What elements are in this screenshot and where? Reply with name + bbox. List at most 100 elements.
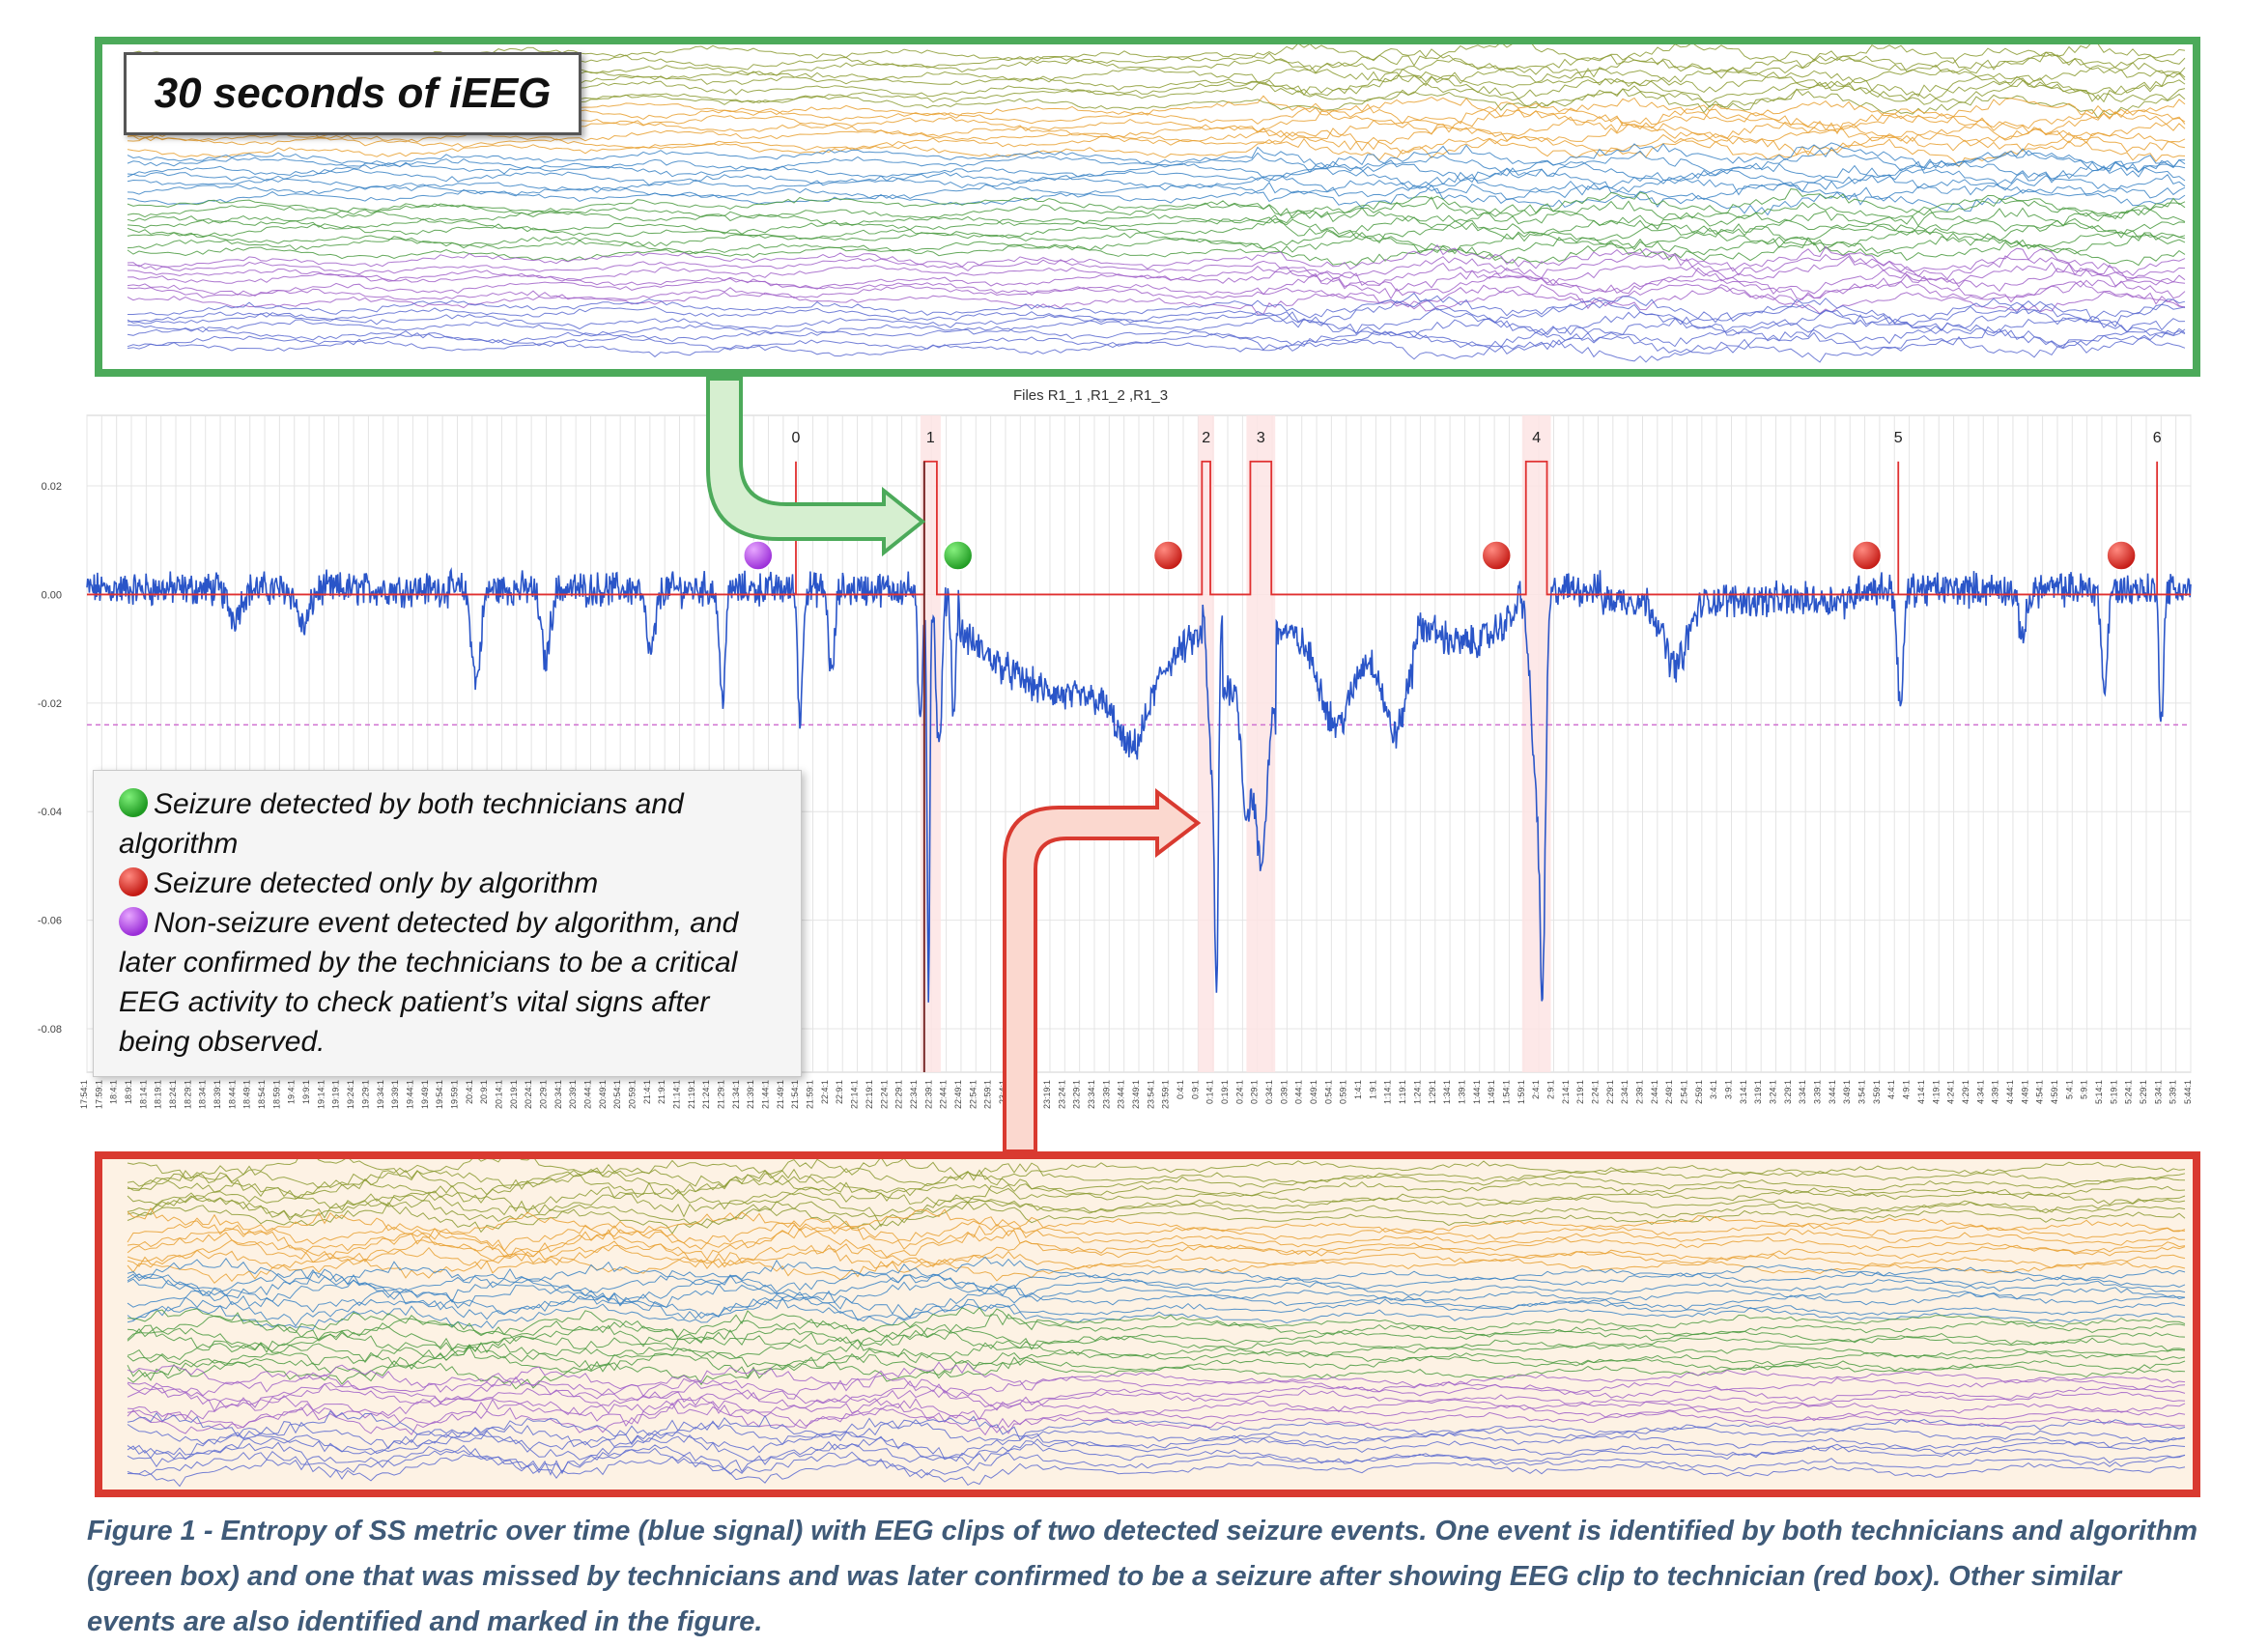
x-tick-label: 20:14:1 (494, 1080, 503, 1109)
x-tick-label: 20:34:1 (553, 1080, 563, 1109)
x-tick-label: 20:19:1 (509, 1080, 519, 1109)
x-tick-label: 2:9:1 (1545, 1080, 1555, 1099)
x-tick-label: 19:4:1 (287, 1080, 297, 1104)
eeg-trace (127, 264, 2186, 296)
x-tick-label: 23:54:1 (1146, 1080, 1155, 1109)
x-tick-label: 21:29:1 (717, 1080, 726, 1109)
x-tick-label: 19:9:1 (301, 1080, 311, 1104)
event-label: 6 (2153, 430, 2162, 446)
x-tick-label: 22:39:1 (923, 1080, 933, 1109)
figure-caption: Figure 1 - Entropy of SS metric over tim… (87, 1516, 2198, 1637)
marker-red-dot (1152, 540, 1184, 571)
eeg-trace (127, 1332, 2186, 1366)
legend: Seizure detected by both technicians and… (93, 770, 802, 1077)
y-tick-label: -0.08 (38, 1024, 62, 1036)
marker-red-dot (1851, 540, 1883, 571)
x-tick-label: 3:34:1 (1798, 1080, 1807, 1104)
x-tick-label: 20:49:1 (598, 1080, 608, 1109)
x-tick-label: 17:54:1 (79, 1080, 89, 1109)
x-tick-label: 23:19:1 (1042, 1080, 1052, 1109)
x-tick-label: 1:34:1 (1442, 1080, 1452, 1104)
x-tick-label: 4:54:1 (2035, 1080, 2045, 1104)
x-tick-label: 21:44:1 (761, 1080, 771, 1109)
x-tick-label: 4:34:1 (1975, 1080, 1985, 1104)
x-tick-label: 0:14:1 (1205, 1080, 1215, 1104)
x-tick-label: 22:34:1 (909, 1080, 919, 1109)
x-tick-label: 18:9:1 (124, 1080, 133, 1104)
eeg-trace (128, 292, 2186, 324)
chart-title: Files R1_1 ,R1_2 ,R1_3 (1013, 387, 1168, 404)
x-tick-label: 1:54:1 (1501, 1080, 1511, 1104)
x-tick-label: 3:44:1 (1828, 1080, 1837, 1104)
x-tick-label: 4:9:1 (1902, 1080, 1912, 1099)
eeg-trace (127, 1312, 2186, 1346)
y-tick-label: -0.06 (38, 916, 62, 927)
x-tick-label: 1:29:1 (1428, 1080, 1437, 1104)
eeg-trace (127, 1167, 2186, 1199)
x-tick-label: 5:9:1 (2080, 1080, 2089, 1099)
x-tick-label: 18:14:1 (138, 1080, 148, 1109)
x-tick-label: 1:14:1 (1383, 1080, 1393, 1104)
eeg-trace (127, 188, 2186, 220)
x-tick-label: 0:19:1 (1220, 1080, 1230, 1104)
eeg-trace (127, 1284, 2186, 1320)
eeg-trace (127, 1342, 2186, 1373)
x-tick-label: 5:29:1 (2139, 1080, 2148, 1104)
eeg-trace (127, 1402, 2186, 1436)
marker-purple-dot (743, 540, 774, 571)
x-tick-label: 23:39:1 (1101, 1080, 1111, 1109)
x-tick-label: 18:4:1 (109, 1080, 119, 1104)
x-tick-label: 4:44:1 (2005, 1080, 2015, 1104)
x-tick-label: 3:14:1 (1739, 1080, 1748, 1104)
x-tick-label: 2:54:1 (1680, 1080, 1689, 1104)
x-tick-label: 22:9:1 (835, 1080, 844, 1104)
eeg-trace (127, 243, 2186, 276)
event-label: 2 (1202, 430, 1210, 446)
eeg-trace (127, 1250, 2186, 1285)
eeg-trace (127, 1391, 2186, 1424)
eeg-trace (127, 146, 2186, 179)
eeg-trace (127, 1240, 2186, 1274)
eeg-trace (127, 1376, 2186, 1408)
eeg-trace (127, 1186, 2186, 1221)
eeg-trace (127, 1278, 2186, 1312)
eeg-trace (127, 1202, 2186, 1234)
x-tick-label: 22:59:1 (983, 1080, 993, 1109)
legend-item-purple: Non-seizure event detected by algorithm,… (119, 903, 783, 1062)
legend-purple-text: Non-seizure event detected by algorithm,… (119, 907, 739, 1058)
legend-item-green: Seizure detected by both technicians and… (119, 784, 783, 864)
eeg-trace (127, 1345, 2186, 1382)
eeg-trace (127, 1263, 2186, 1293)
x-tick-label: 19:49:1 (420, 1080, 430, 1109)
x-tick-label: 20:54:1 (612, 1080, 622, 1109)
eeg-trace (127, 298, 2186, 328)
legend-red-text: Seizure detected only by algorithm (154, 867, 599, 899)
x-tick-label: 21:14:1 (672, 1080, 682, 1109)
eeg-trace (127, 196, 2186, 227)
x-tick-label: 21:39:1 (746, 1080, 755, 1109)
marker-red-dot (1481, 540, 1513, 571)
x-tick-label: 19:59:1 (449, 1080, 459, 1109)
x-tick-label: 23:44:1 (1117, 1080, 1126, 1109)
legend-green-text: Seizure detected by both technicians and… (119, 788, 684, 860)
x-tick-label: 5:4:1 (2064, 1080, 2074, 1099)
x-tick-label: 1:49:1 (1487, 1080, 1496, 1104)
eeg-trace (127, 1213, 2186, 1252)
red-dot-icon (119, 867, 148, 896)
eeg-trace (127, 1296, 2186, 1330)
eeg-trace (127, 1227, 2186, 1262)
clip-duration-label: 30 seconds of iEEG (124, 52, 581, 135)
x-tick-label: 23:34:1 (1087, 1080, 1096, 1109)
x-tick-label: 4:29:1 (1961, 1080, 1970, 1104)
purple-dot-icon (119, 907, 148, 936)
x-tick-label: 18:59:1 (271, 1080, 281, 1109)
eeg-trace (127, 182, 2186, 216)
x-tick-label: 0:49:1 (1309, 1080, 1318, 1104)
x-tick-label: 18:49:1 (242, 1080, 252, 1109)
x-tick-label: 5:34:1 (2153, 1080, 2163, 1104)
eeg-trace (127, 128, 2186, 159)
marker-green-dot (942, 540, 974, 571)
x-tick-label: 22:19:1 (865, 1080, 874, 1109)
event-label: 5 (1894, 430, 1903, 446)
legend-item-red: Seizure detected only by algorithm (119, 864, 783, 903)
